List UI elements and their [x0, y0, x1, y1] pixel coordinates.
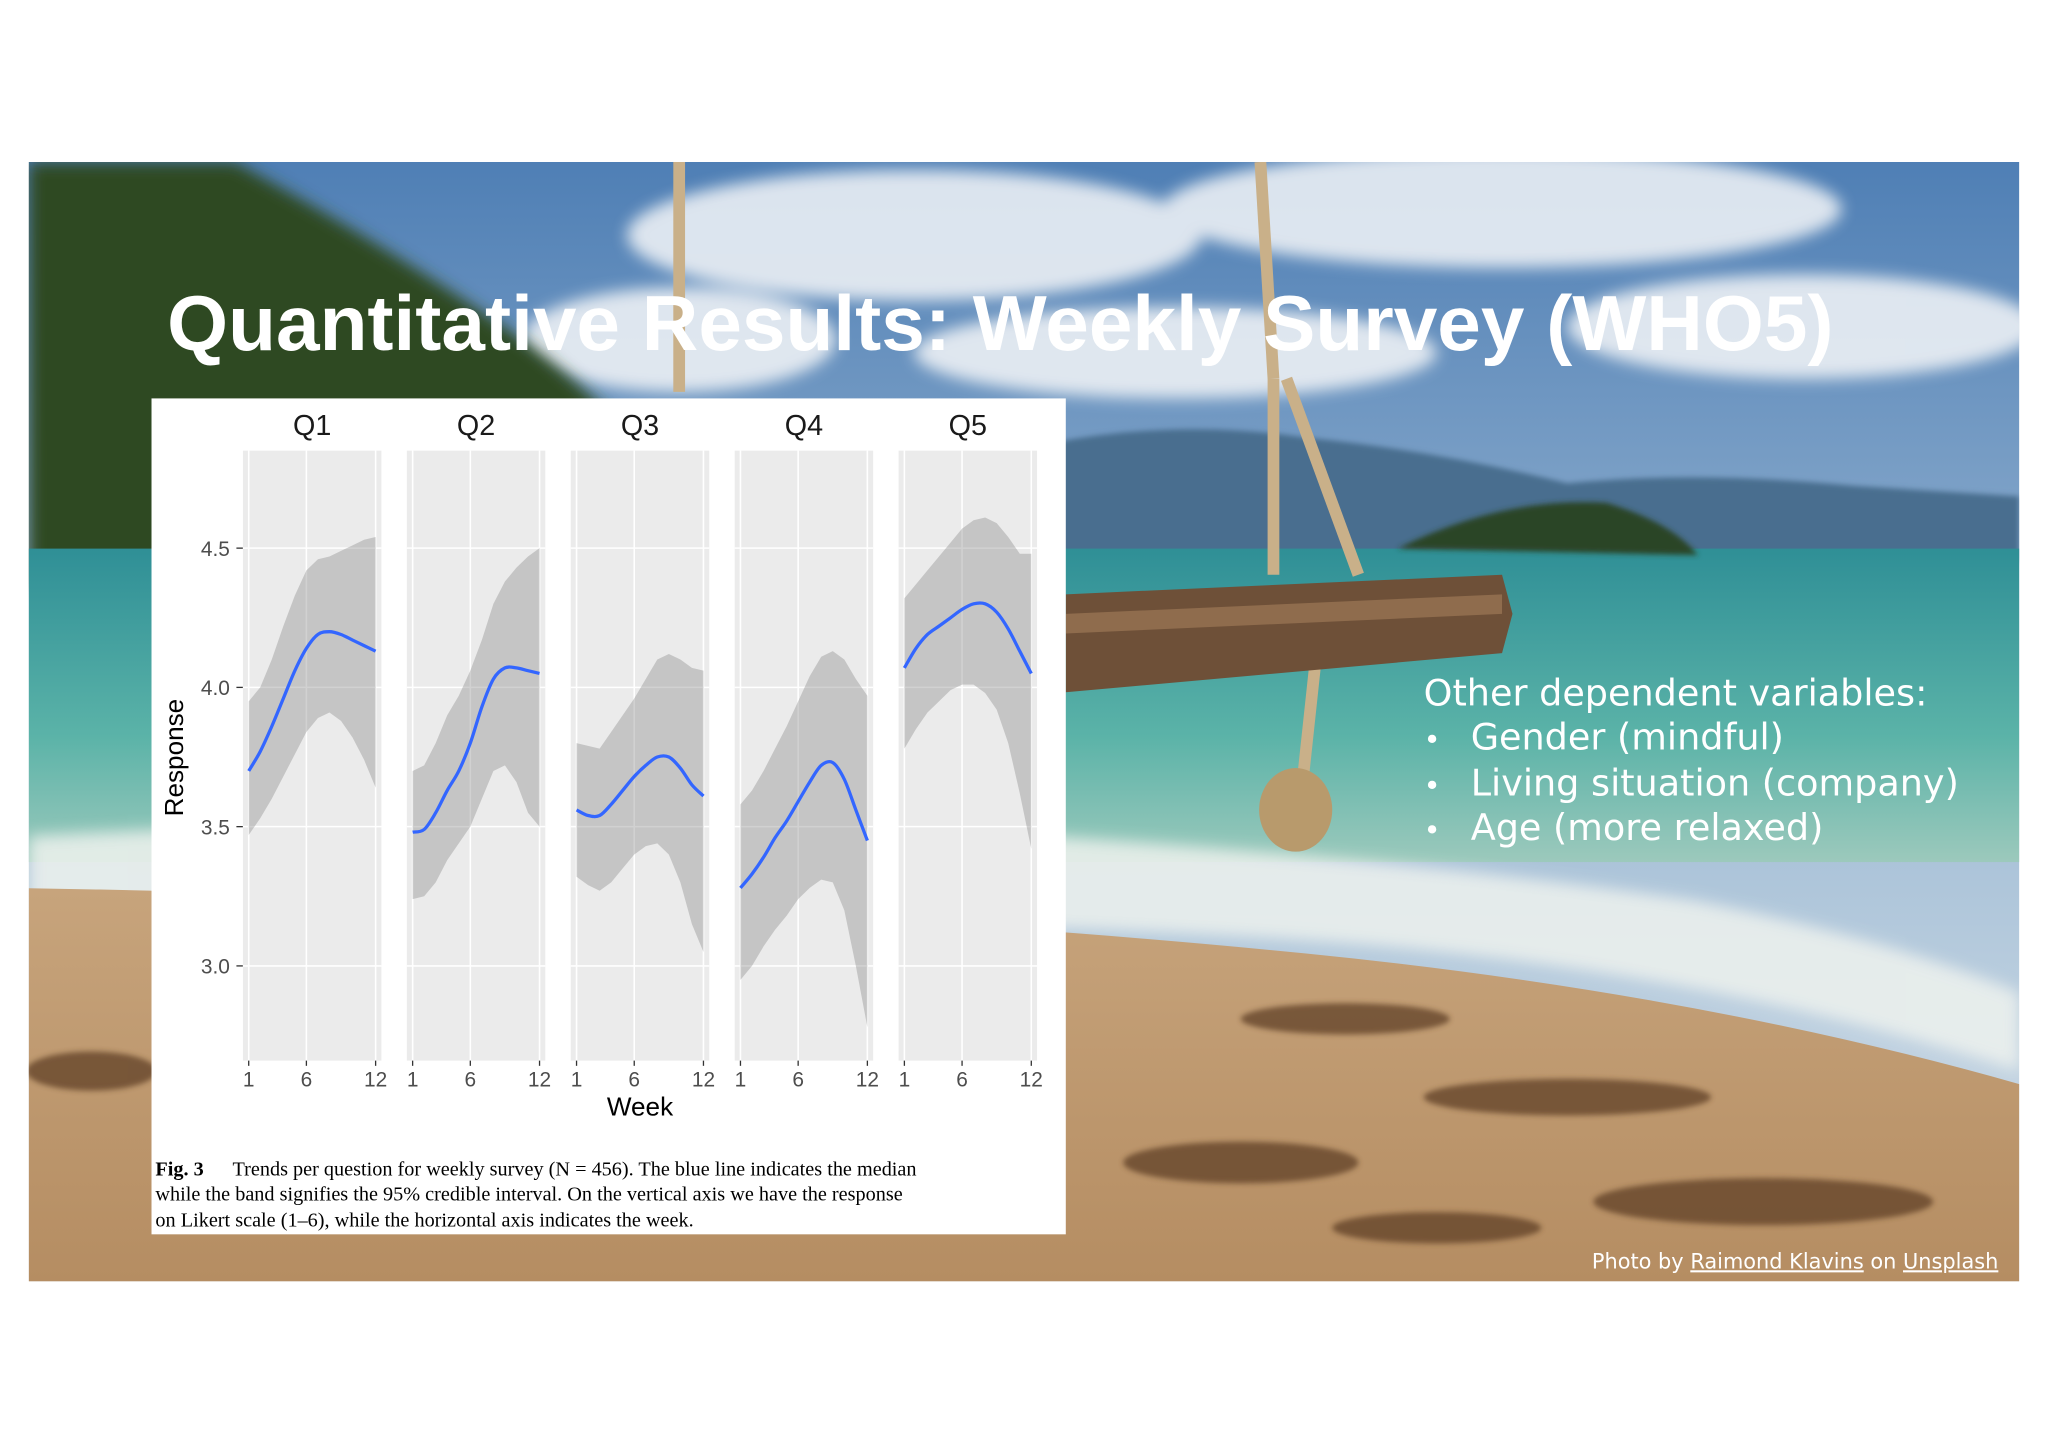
facet-title: Q4: [785, 410, 823, 442]
photo-credit: Photo by Raimond Klavins on Unsplash: [1592, 1249, 1998, 1273]
credible-band: [904, 517, 1032, 849]
y-axis-label: Response: [159, 699, 189, 817]
caption-line: on Likert scale (1–6), while the horizon…: [155, 1209, 693, 1231]
facet-title: Q1: [293, 410, 331, 442]
y-tick-label: 4.5: [201, 538, 230, 561]
x-tick-label: 12: [1020, 1069, 1043, 1092]
credible-band: [740, 651, 868, 1028]
credible-band: [248, 536, 376, 836]
credible-band: [576, 653, 704, 952]
credit-link[interactable]: Raimond Klavins: [1690, 1249, 1863, 1273]
x-tick-label: 1: [735, 1069, 747, 1092]
slide-title: Quantitative Results: Weekly Survey (WHO…: [167, 279, 1833, 367]
caption-label: Fig. 3: [155, 1159, 203, 1181]
chart: 3.0 3.5 4.0 4.5 1 6 12 Q1 1 6 12 Q2 1 6 12 Q3 1 6 12 Q4 1 6 12…: [201, 410, 1043, 1092]
bullet-item: Age (more relaxed): [1471, 806, 1824, 849]
y-tick-label: 4.0: [201, 677, 230, 700]
x-tick-label: 12: [364, 1069, 387, 1092]
x-tick-label: 1: [243, 1069, 255, 1092]
x-tick-label: 1: [571, 1069, 583, 1092]
x-tick-label: 6: [301, 1069, 313, 1092]
panel-background: [734, 450, 874, 1061]
x-tick-label: 12: [856, 1069, 879, 1092]
panel-background: [898, 450, 1038, 1061]
panel-background: [242, 450, 382, 1061]
bullet-marker: •: [1424, 813, 1441, 847]
x-tick-label: 12: [692, 1069, 715, 1092]
bullet-item: Living situation (company): [1471, 761, 1959, 804]
median-line: [412, 665, 540, 834]
credit-text: on: [1870, 1249, 1896, 1273]
bullet-marker: •: [1424, 723, 1441, 757]
x-tick-label: 1: [407, 1069, 419, 1092]
credit-text: Photo by: [1592, 1249, 1684, 1273]
median-line: [247, 630, 377, 772]
caption-line: Trends per question for weekly survey (N…: [232, 1159, 916, 1181]
credit-link[interactable]: Unsplash: [1903, 1249, 1998, 1273]
x-tick-label: 1: [899, 1069, 911, 1092]
x-tick-label: 6: [956, 1069, 968, 1092]
median-line: [575, 754, 705, 819]
facet-title: Q3: [621, 410, 659, 442]
facet-title: Q2: [457, 410, 495, 442]
bullet-heading: Other dependent variables:: [1424, 671, 1928, 714]
x-axis-label: Week: [607, 1091, 674, 1121]
bullet-item: Gender (mindful): [1471, 716, 1784, 759]
facet-title: Q5: [949, 410, 987, 442]
y-tick-label: 3.0: [201, 956, 230, 979]
y-tick-label: 3.5: [201, 816, 230, 839]
x-tick-label: 6: [465, 1069, 477, 1092]
bullet-list: Other dependent variables: • Gender (min…: [1424, 671, 1959, 849]
x-tick-label: 6: [628, 1069, 640, 1092]
median-line: [739, 759, 869, 889]
panel-background: [406, 450, 546, 1061]
bullet-marker: •: [1424, 768, 1441, 802]
panel-background: [570, 450, 710, 1061]
caption-line: while the band signifies the 95% credibl…: [155, 1183, 902, 1205]
x-tick-label: 12: [528, 1069, 551, 1092]
median-line: [902, 601, 1033, 675]
x-tick-label: 6: [792, 1069, 804, 1092]
